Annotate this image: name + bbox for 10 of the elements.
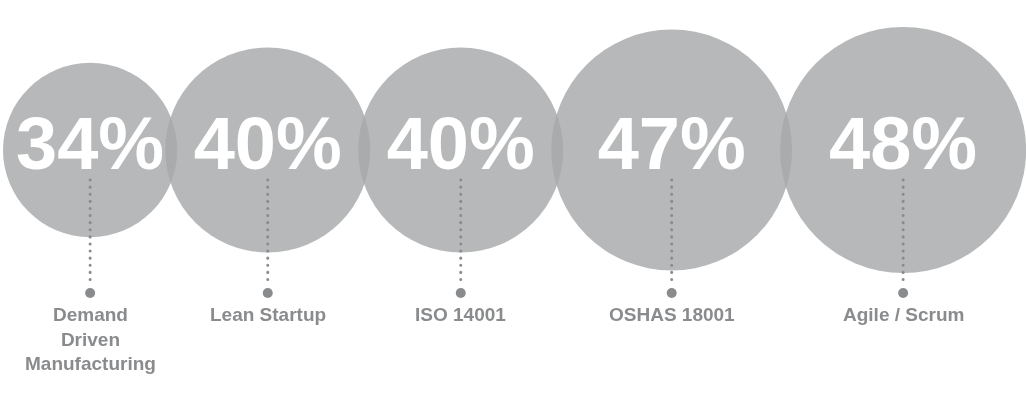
category-label: Agile / Scrum: [843, 304, 965, 325]
data-label: 48%: [829, 101, 978, 185]
category-label: Lean Startup: [210, 304, 327, 325]
data-label: 34%: [16, 101, 165, 185]
category-label: ISO 14001: [415, 304, 507, 325]
category-label: OSHAS 18001: [609, 304, 736, 325]
data-label: 40%: [386, 101, 535, 185]
data-label: 47%: [597, 101, 746, 185]
data-label: 40%: [193, 101, 342, 185]
category-label: Demand Driven Manufacturing: [25, 304, 156, 375]
